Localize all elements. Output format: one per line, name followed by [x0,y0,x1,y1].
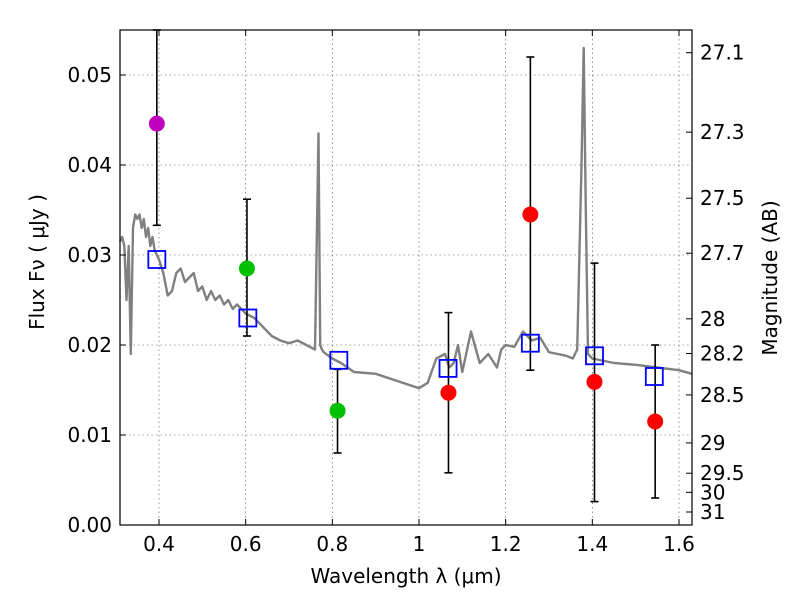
mag-tick-label: 30 [700,480,725,504]
mag-tick-label: 28.2 [700,342,745,366]
observed-point [148,115,165,132]
model-point [438,358,458,378]
observed-point [522,206,539,223]
y-tick-label: 0.01 [67,423,112,447]
model-point [644,367,664,386]
y-tick-label: 0.05 [67,63,112,87]
tick-labels: 0.4 0.6 0.8 1 1.2 1.4 1.6 0.00 0.01 0.02 0.03 0.04 0… [67,41,744,556]
observed-point [329,402,346,419]
observed-photometry [148,115,664,430]
observed-point [586,373,603,390]
mag-tick-label: 27.5 [700,186,745,210]
model-point [520,333,540,353]
plot-frame [119,29,693,526]
mag-tick-label: 31 [700,500,725,524]
x-tick-label: 1.2 [490,532,522,556]
x-tick-label: 0.8 [316,532,348,556]
x-tick-label: 0.6 [230,532,262,556]
observed-point [647,413,664,430]
y-tick-label: 0.00 [67,513,112,537]
mag-tick-label: 28.5 [700,383,745,407]
model-point [238,308,258,328]
x-tick-label: 1.4 [576,532,608,556]
y-tick-label: 0.03 [67,243,112,267]
template-spectrum-line [118,46,693,390]
observed-point [440,384,457,401]
axis-ticks [120,30,692,526]
model-point [585,346,604,366]
model-photometry [147,250,664,386]
model-point [147,250,167,269]
x-tick-label: 1 [413,532,426,556]
mag-tick-label: 29 [700,431,725,455]
x-axis-label: Wavelength λ (μm) [310,564,501,588]
mag-tick-label: 27.3 [700,120,745,144]
template-spectrum [118,46,693,390]
mag-tick-label: 27.7 [700,241,745,265]
model-point [329,350,349,370]
mag-tick-label: 28 [700,307,725,331]
y-axis-label-left: Flux Fν ( μJy ) [25,194,49,330]
y-axis-label-right: Magnitude (AB) [758,200,782,355]
y-tick-label: 0.04 [67,153,112,177]
mag-tick-label: 27.1 [700,41,745,65]
y-tick-label: 0.02 [67,333,112,357]
x-tick-label: 1.6 [663,532,695,556]
grid [120,30,692,525]
observed-point [238,260,255,277]
x-tick-label: 0.4 [143,532,175,556]
mag-tick-label: 29.5 [700,461,745,485]
